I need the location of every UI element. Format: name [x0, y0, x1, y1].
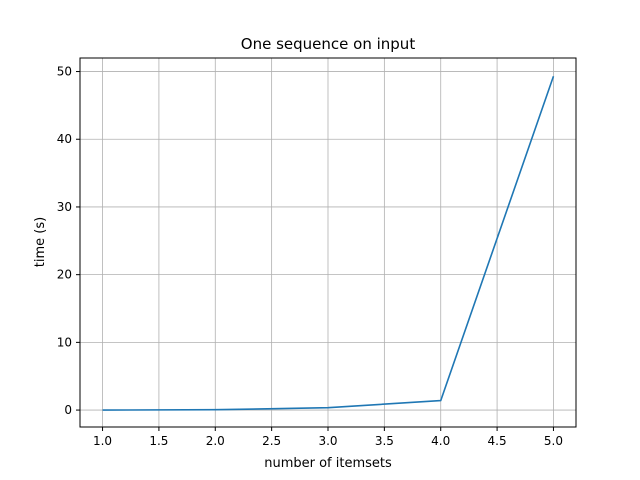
y-axis-ticks: 0 10 20 30 40 50 — [57, 65, 80, 417]
y-tick-label: 10 — [57, 335, 72, 349]
grid-lines — [80, 58, 576, 427]
x-tick-label: 4.0 — [431, 434, 450, 448]
y-axis-label: time (s) — [33, 217, 48, 267]
x-tick-label: 2.0 — [206, 434, 225, 448]
y-tick-label: 40 — [57, 132, 72, 146]
x-axis-ticks: 1.0 1.5 2.0 2.5 3.0 3.5 4.0 4.5 5.0 — [93, 427, 563, 448]
x-axis-label: number of itemsets — [264, 456, 392, 471]
x-tick-label: 1.0 — [93, 434, 112, 448]
x-tick-label: 3.0 — [318, 434, 337, 448]
y-tick-label: 50 — [57, 65, 72, 79]
x-tick-label: 2.5 — [262, 434, 281, 448]
x-tick-label: 4.5 — [488, 434, 507, 448]
x-tick-label: 3.5 — [375, 434, 394, 448]
x-tick-label: 1.5 — [149, 434, 168, 448]
chart-title: One sequence on input — [241, 35, 416, 53]
y-tick-label: 30 — [57, 200, 72, 214]
y-tick-label: 0 — [64, 403, 72, 417]
series-lines — [102, 76, 555, 411]
x-tick-label: 5.0 — [544, 434, 563, 448]
y-tick-label: 20 — [57, 268, 72, 282]
series-line — [102, 76, 555, 411]
